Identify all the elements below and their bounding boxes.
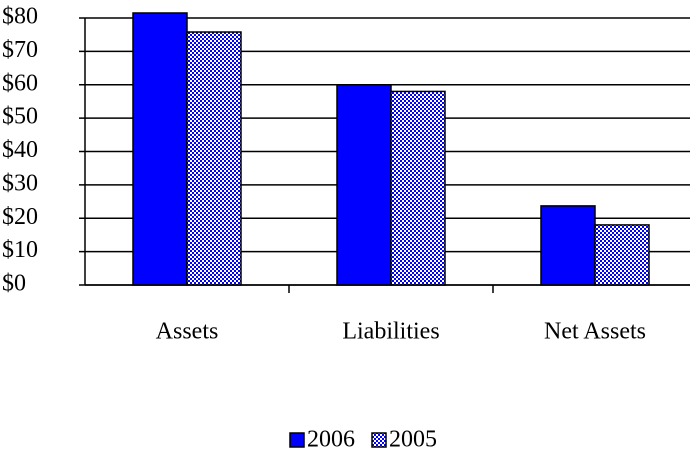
- bar: [390, 90, 446, 286]
- legend-label: 2005: [389, 427, 437, 453]
- x-tick-label: Assets: [156, 319, 219, 345]
- legend-swatch: [289, 432, 305, 448]
- y-tick-label: $10: [2, 237, 38, 263]
- y-tick-label: $80: [2, 4, 38, 30]
- y-tick-label: $20: [2, 204, 38, 230]
- y-tick-label: $50: [2, 104, 38, 130]
- bar: [132, 12, 188, 286]
- x-tick-label: Liabilities: [342, 319, 439, 345]
- x-tick-label: Net Assets: [544, 319, 646, 345]
- y-tick-label: $60: [2, 70, 38, 96]
- bar: [594, 224, 650, 286]
- y-tick-label: $70: [2, 37, 38, 63]
- legend-swatch: [371, 432, 387, 448]
- y-tick-label: $30: [2, 170, 38, 196]
- bar: [336, 84, 392, 286]
- legend-label: 2006: [307, 427, 355, 453]
- y-tick-label: $40: [2, 137, 38, 163]
- bar: [540, 205, 596, 286]
- bar: [186, 31, 242, 286]
- y-tick-label: $0: [2, 271, 26, 297]
